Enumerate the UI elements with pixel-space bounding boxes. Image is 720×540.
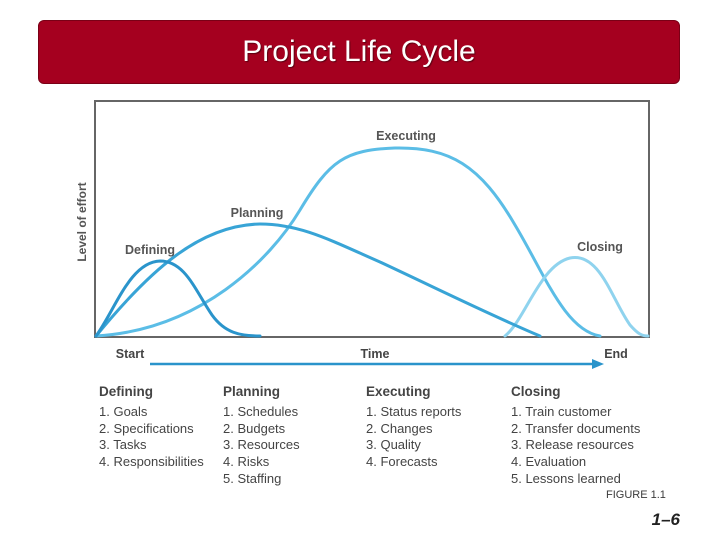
executing-chart-label: Executing [376,129,436,143]
phase-heading: Defining [99,384,153,399]
executing-curve [94,146,602,338]
phase-heading: Closing [511,384,561,399]
y-axis-label: Level of effort [75,182,89,261]
phase-column-closing: Closing 1. Train customer 2. Transfer do… [511,384,640,488]
slide-number: 1–6 [651,510,680,529]
phase-item: 4. Responsibilities [99,454,204,470]
phase-item: 2. Transfer documents [511,420,641,436]
phase-item: 3. Quality [366,437,421,453]
plot-frame [94,100,650,338]
phase-item: 2. Specifications [99,420,194,436]
phase-heading: Planning [223,384,280,399]
phase-item: 4. Forecasts [366,454,438,470]
phase-column-executing: Executing 1. Status reports 2. Changes 3… [366,384,461,471]
phase-column-defining: Defining 1. Goals 2. Specifications 3. T… [99,384,204,471]
phase-item: 1. Goals [99,403,148,419]
phase-heading: Executing [366,384,431,399]
timeline-time-label: Time [361,347,390,361]
phase-item: 3. Resources [223,437,300,453]
closing-curve [503,256,650,338]
defining-curve [94,259,262,338]
timeline-end-label: End [604,347,628,361]
phase-item: 3. Release resources [511,437,634,453]
figure-caption: FIGURE 1.1 [606,489,666,501]
phase-item: 4. Evaluation [511,454,587,470]
title-banner: Project Life Cycle [38,20,680,84]
time-arrow-head-icon [592,359,604,369]
phase-item: 3. Tasks [99,437,147,453]
phase-item: 2. Budgets [223,420,286,436]
phase-item: 1. Train customer [511,403,612,419]
timeline-start-label: Start [116,347,145,361]
planning-chart-label: Planning [231,206,284,220]
closing-chart-label: Closing [577,240,623,254]
planning-curve [94,222,542,338]
phase-item: 2. Changes [366,420,433,436]
phase-item: 4. Risks [223,454,270,470]
phase-item: 5. Staffing [223,470,282,486]
phase-item: 1. Schedules [223,403,299,419]
phase-item: 5. Lessons learned [511,470,621,486]
defining-chart-label: Defining [125,243,175,257]
phase-item: 1. Status reports [366,403,462,419]
phase-column-planning: Planning 1. Schedules 2. Budgets 3. Reso… [223,384,300,488]
page-title: Project Life Cycle [242,35,476,68]
